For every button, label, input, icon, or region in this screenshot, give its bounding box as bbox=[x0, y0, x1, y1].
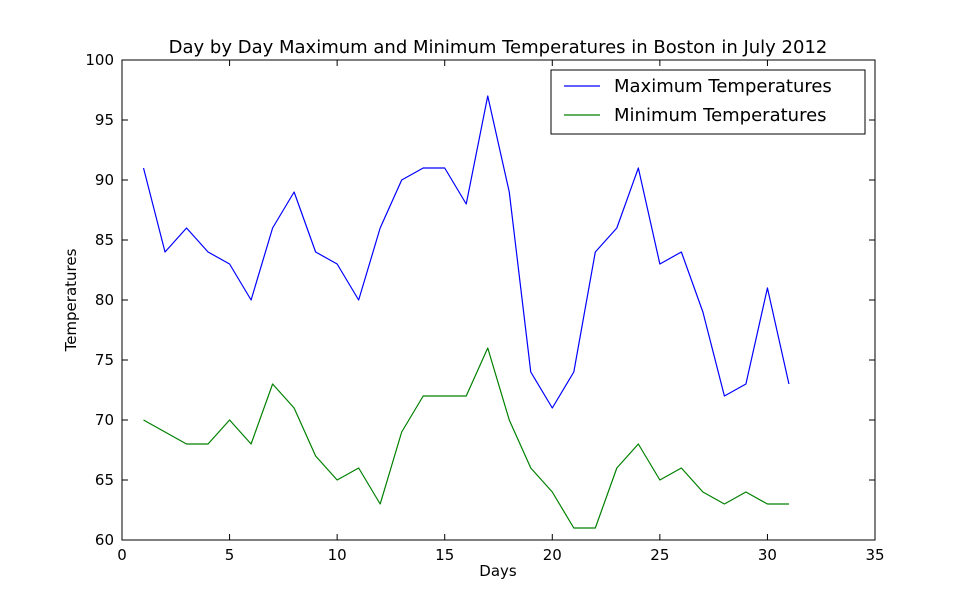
y-tick-label: 75 bbox=[95, 351, 114, 369]
axis-ticks: 0 5 10 15 20 25 30 35 60 65 70 75 80 85 90 95 100 bbox=[85, 51, 884, 564]
y-axis-title: Temperatures bbox=[62, 248, 80, 352]
x-tick-label: 35 bbox=[865, 546, 884, 564]
y-tick-label: 85 bbox=[95, 231, 114, 249]
legend-box bbox=[550, 69, 866, 135]
y-tick-label: 70 bbox=[95, 411, 114, 429]
x-tick-label: 20 bbox=[543, 546, 562, 564]
plot-area bbox=[121, 59, 876, 541]
data-lines bbox=[142, 95, 790, 529]
legend-label-max: Maximum Temperatures bbox=[614, 76, 832, 97]
y-tick-label: 100 bbox=[85, 51, 114, 69]
x-tick-label: 0 bbox=[117, 546, 127, 564]
x-tick-label: 30 bbox=[758, 546, 777, 564]
x-tick-label: 15 bbox=[435, 546, 454, 564]
series-line-min bbox=[143, 347, 789, 529]
y-tick-label: 80 bbox=[95, 291, 114, 309]
y-tick-label: 90 bbox=[95, 171, 114, 189]
legend: Maximum Temperatures Minimum Temperature… bbox=[550, 69, 866, 135]
x-tick-label: 5 bbox=[225, 546, 235, 564]
legend-label-min: Minimum Temperatures bbox=[614, 105, 827, 126]
y-tick-label: 65 bbox=[95, 471, 114, 489]
x-tick-label: 25 bbox=[650, 546, 669, 564]
y-tick-label: 95 bbox=[95, 111, 114, 129]
series-line-max bbox=[142, 95, 790, 409]
x-tick-label: 10 bbox=[328, 546, 347, 564]
x-axis-title: Days bbox=[479, 562, 517, 580]
y-tick-label: 60 bbox=[95, 531, 114, 549]
chart-title: Day by Day Maximum and Minimum Temperatu… bbox=[169, 37, 828, 58]
